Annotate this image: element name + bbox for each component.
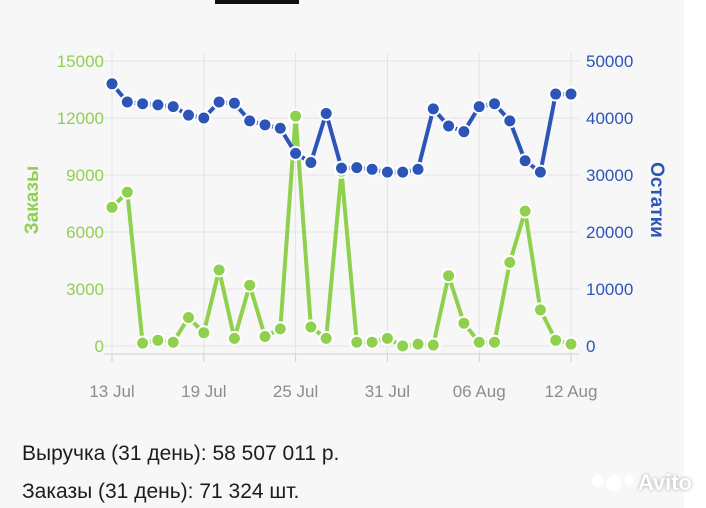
- data-point-right: [196, 110, 212, 126]
- x-tick-label: 31 Jul: [365, 382, 410, 401]
- data-point-left: [563, 336, 579, 352]
- left-tick-label: 6000: [66, 223, 104, 242]
- data-point-left: [532, 302, 548, 318]
- x-tick-label: 25 Jul: [273, 382, 318, 401]
- data-point-right: [303, 154, 319, 170]
- data-point-left: [181, 310, 196, 325]
- data-point-right: [441, 118, 457, 134]
- left-axis-ticks: 0 3000 6000 9000 12000 15000: [57, 52, 104, 356]
- data-point-left: [318, 330, 334, 346]
- data-point-right: [135, 96, 151, 112]
- series-line-left: [110, 114, 572, 348]
- data-point-left: [211, 262, 227, 278]
- left-axis-label: Заказы: [22, 166, 43, 234]
- right-tick-label: 20000: [586, 223, 633, 242]
- x-tick-label: 19 Jul: [181, 382, 226, 401]
- data-point-right: [318, 105, 334, 121]
- data-point-left: [395, 338, 411, 354]
- left-tick-label: 0: [95, 337, 104, 356]
- data-point-left: [165, 334, 181, 350]
- data-point-left: [364, 334, 380, 350]
- data-point-right: [349, 160, 365, 176]
- right-tick-label: 40000: [586, 109, 633, 128]
- data-point-right: [563, 86, 579, 102]
- data-point-left: [226, 330, 242, 346]
- data-point-left: [272, 321, 288, 337]
- data-point-left: [456, 315, 472, 331]
- data-point-left: [135, 335, 151, 351]
- data-point-left: [471, 334, 487, 350]
- right-axis-label: Остатки: [646, 162, 667, 238]
- data-point-right: [257, 117, 273, 133]
- data-point-left: [303, 319, 319, 335]
- data-point-right: [272, 120, 288, 136]
- data-point-right: [104, 76, 120, 92]
- data-point-right: [364, 161, 380, 177]
- data-point-right: [517, 153, 533, 169]
- data-point-left: [379, 330, 395, 346]
- data-point-right: [165, 99, 181, 115]
- data-point-right: [211, 94, 227, 110]
- data-point-right: [395, 164, 411, 180]
- revenue-summary: Выручка (31 день): 58 507 011 р.: [22, 442, 340, 465]
- data-point-left: [104, 199, 120, 215]
- data-point-left: [410, 336, 426, 352]
- avito-logo-icon: [591, 475, 634, 491]
- orders-summary: Заказы (31 день): 71 324 шт.: [22, 480, 300, 503]
- data-point-right: [502, 113, 518, 129]
- chart: 0 3000 6000 9000 12000 15000 0 10000 20000 30000…: [22, 52, 667, 401]
- data-point-left: [257, 329, 273, 344]
- data-point-right: [548, 86, 564, 102]
- data-point-left: [548, 332, 564, 348]
- data-point-right: [288, 145, 304, 161]
- data-point-right: [487, 96, 502, 112]
- left-tick-label: 12000: [57, 109, 104, 128]
- data-point-right: [242, 113, 258, 129]
- right-tick-label: 50000: [586, 52, 633, 71]
- x-axis-ticks: 13 Jul 19 Jul 25 Jul 31 Jul 06 Aug 12 Aug: [89, 353, 598, 401]
- x-tick-label: 06 Aug: [453, 382, 506, 401]
- x-tick-label: 12 Aug: [545, 382, 598, 401]
- data-point-right: [532, 164, 548, 180]
- data-point-right: [334, 160, 349, 176]
- data-point-left: [502, 254, 518, 270]
- data-point-left: [150, 332, 166, 348]
- data-point-left: [517, 203, 533, 219]
- right-tick-label: 10000: [586, 280, 633, 299]
- right-axis-ticks: 0 10000 20000 30000 40000 50000: [586, 52, 633, 356]
- grid: [104, 53, 579, 354]
- data-point-right: [226, 95, 242, 111]
- data-point-left: [349, 334, 365, 350]
- data-point-right: [456, 124, 472, 140]
- left-tick-label: 3000: [66, 280, 104, 299]
- data-point-left: [425, 337, 441, 353]
- data-point-left: [196, 325, 212, 341]
- data-point-right: [150, 97, 166, 113]
- series-layer: [104, 76, 579, 354]
- series-line-right: [110, 82, 571, 175]
- data-point-right: [425, 101, 441, 117]
- data-point-left: [119, 184, 135, 200]
- data-point-left: [441, 268, 457, 284]
- data-point-right: [119, 94, 135, 110]
- data-point-left: [242, 277, 258, 293]
- x-tick-label: 13 Jul: [89, 382, 134, 401]
- top-bar: [215, 0, 299, 4]
- watermark-text: Avito: [637, 470, 692, 495]
- left-tick-label: 15000: [57, 52, 104, 71]
- data-point-right: [181, 107, 196, 123]
- right-tick-label: 30000: [586, 166, 633, 185]
- data-point-right: [410, 161, 426, 177]
- avito-watermark: Avito: [591, 470, 692, 496]
- data-point-right: [471, 99, 487, 115]
- left-tick-label: 9000: [66, 166, 104, 185]
- right-tick-label: 0: [586, 337, 595, 356]
- data-point-right: [379, 164, 395, 180]
- data-point-left: [487, 334, 502, 350]
- data-point-left: [288, 108, 304, 124]
